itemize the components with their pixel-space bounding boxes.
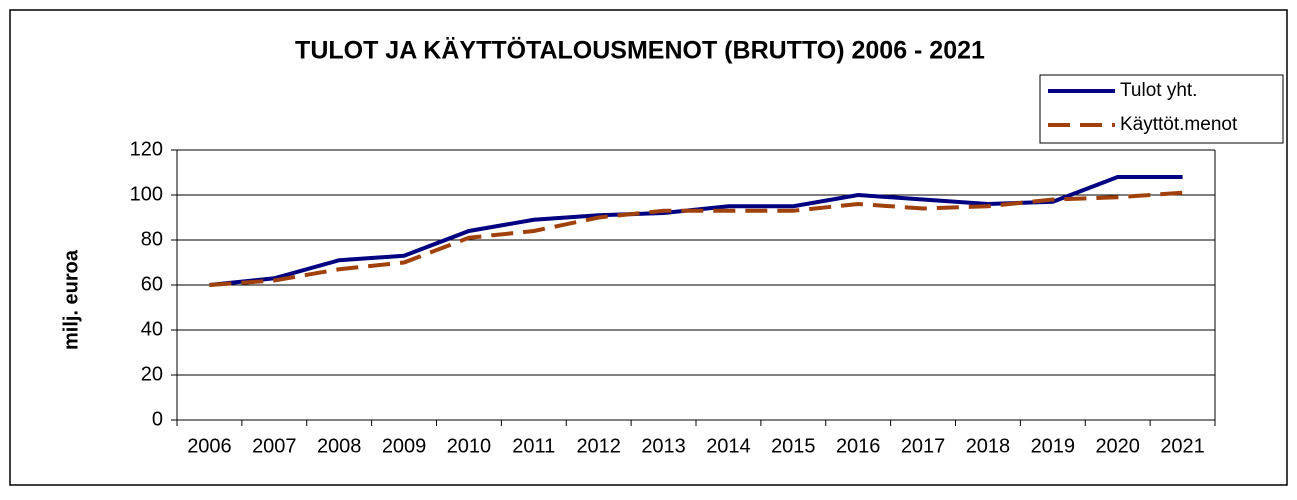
- x-tick-label: 2013: [641, 435, 686, 457]
- x-tick-label: 2008: [317, 435, 362, 457]
- x-tick-label: 2006: [187, 435, 232, 457]
- y-axis-label: milj. euroa: [60, 249, 82, 350]
- y-tick-label: 20: [141, 363, 163, 385]
- series-line: [209, 190, 1183, 287]
- x-tick-label: 2007: [252, 435, 297, 457]
- x-tick-label: 2020: [1095, 435, 1140, 457]
- y-tick-label: 0: [152, 408, 163, 430]
- x-tick-label: 2010: [447, 435, 492, 457]
- x-tick-label: 2016: [836, 435, 881, 457]
- y-tick-label: 120: [130, 138, 163, 160]
- y-tick-label: 40: [141, 318, 163, 340]
- x-tick-label: 2018: [966, 435, 1011, 457]
- x-tick-label: 2014: [706, 435, 751, 457]
- legend-label: Käyttöt.menot: [1120, 114, 1238, 135]
- legend-label: Tulot yht.: [1120, 80, 1197, 101]
- chart-title: TULOT JA KÄYTTÖTALOUSMENOT (BRUTTO) 2006…: [295, 36, 985, 65]
- legend-box: [1039, 74, 1284, 144]
- x-tick-label: 2012: [576, 435, 621, 457]
- y-tick-label: 80: [141, 228, 163, 250]
- y-tick-label: 60: [141, 273, 163, 295]
- x-tick-label: 2017: [901, 435, 946, 457]
- x-tick-label: 2021: [1160, 435, 1205, 457]
- x-tick-label: 2011: [512, 435, 555, 457]
- x-tick-label: 2019: [1031, 435, 1076, 457]
- x-tick-label: 2009: [382, 435, 427, 457]
- x-tick-label: 2015: [771, 435, 816, 457]
- y-tick-label: 100: [130, 183, 163, 205]
